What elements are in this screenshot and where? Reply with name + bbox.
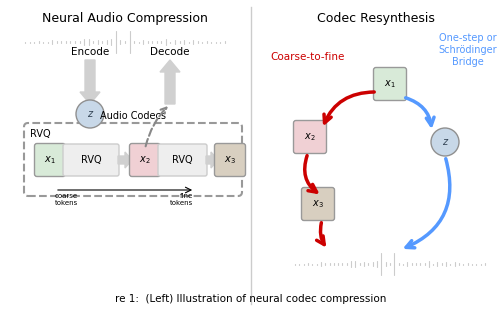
FancyArrow shape <box>118 152 132 168</box>
Circle shape <box>430 128 458 156</box>
FancyBboxPatch shape <box>158 144 206 176</box>
Text: fine
tokens: fine tokens <box>169 193 192 206</box>
Text: Encode: Encode <box>71 47 109 57</box>
Text: Codec Resynthesis: Codec Resynthesis <box>317 12 434 25</box>
FancyBboxPatch shape <box>24 123 241 196</box>
FancyBboxPatch shape <box>301 188 334 221</box>
Text: $x_2$: $x_2$ <box>139 154 150 166</box>
Text: Audio Codecs: Audio Codecs <box>100 111 166 121</box>
FancyBboxPatch shape <box>373 67 406 100</box>
Text: RVQ: RVQ <box>30 129 51 139</box>
Text: $x_1$: $x_1$ <box>383 78 395 90</box>
FancyArrow shape <box>160 60 180 104</box>
FancyBboxPatch shape <box>129 144 160 177</box>
Text: $x_2$: $x_2$ <box>304 131 315 143</box>
Text: RVQ: RVQ <box>171 155 192 165</box>
Text: coarse
tokens: coarse tokens <box>55 193 78 206</box>
FancyBboxPatch shape <box>63 144 119 176</box>
FancyArrow shape <box>55 126 88 157</box>
Text: z: z <box>87 109 92 119</box>
Text: Coarse-to-fine: Coarse-to-fine <box>270 52 344 62</box>
Text: z: z <box>441 137 447 147</box>
Text: $x_3$: $x_3$ <box>223 154 235 166</box>
FancyBboxPatch shape <box>35 144 65 177</box>
Text: $x_1$: $x_1$ <box>44 154 56 166</box>
FancyArrow shape <box>80 60 100 104</box>
FancyBboxPatch shape <box>293 120 326 154</box>
Circle shape <box>76 100 104 128</box>
Text: One-step or
Schrödinger
Bridge: One-step or Schrödinger Bridge <box>438 32 496 67</box>
Text: RVQ: RVQ <box>81 155 101 165</box>
Text: re 1:  (Left) Illustration of neural codec compression: re 1: (Left) Illustration of neural code… <box>115 294 386 304</box>
Text: Neural Audio Compression: Neural Audio Compression <box>42 12 207 25</box>
Text: $x_3$: $x_3$ <box>312 198 323 210</box>
FancyArrow shape <box>205 152 217 168</box>
FancyBboxPatch shape <box>214 144 245 177</box>
Text: Decode: Decode <box>150 47 189 57</box>
